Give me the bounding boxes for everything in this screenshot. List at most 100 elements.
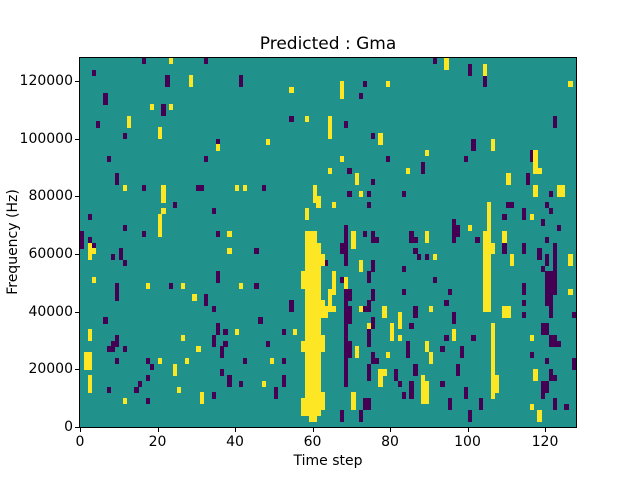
heatmap-cell-low bbox=[366, 375, 372, 382]
heatmap-cell-high bbox=[312, 230, 317, 238]
heatmap-cell-low bbox=[362, 230, 368, 238]
heatmap-cell-high bbox=[316, 317, 321, 324]
heatmap-cell-high bbox=[316, 202, 321, 209]
heatmap-cell-high bbox=[320, 259, 325, 266]
heatmap-cell-low bbox=[424, 254, 430, 261]
heatmap-cell-low bbox=[142, 58, 147, 65]
heatmap-cell-high bbox=[490, 138, 496, 145]
heatmap-cell-high bbox=[486, 242, 492, 249]
heatmap-cell-high bbox=[320, 311, 325, 318]
heatmap-cell-high bbox=[262, 380, 267, 388]
heatmap-cell-low bbox=[204, 156, 209, 163]
heatmap-cell-high bbox=[308, 271, 313, 278]
heatmap-cell-low bbox=[521, 248, 527, 255]
y-tick-label: 100000 bbox=[19, 130, 73, 147]
heatmap-cell-high bbox=[382, 369, 387, 376]
heatmap-cell-low bbox=[165, 75, 170, 82]
heatmap-cell-low bbox=[196, 184, 201, 191]
heatmap-cell-low bbox=[366, 340, 372, 347]
heatmap-cell-high bbox=[316, 386, 321, 393]
heatmap-cell-low bbox=[552, 121, 558, 128]
heatmap-cell-low bbox=[91, 69, 96, 76]
heatmap-cell-high bbox=[316, 323, 321, 330]
heatmap-cell-low bbox=[343, 305, 348, 313]
heatmap-cell-high bbox=[486, 259, 492, 266]
heatmap-cell-high bbox=[316, 403, 321, 411]
heatmap-cell-low bbox=[521, 288, 527, 295]
heatmap-cell-low bbox=[463, 386, 468, 393]
heatmap-cell-low bbox=[324, 259, 329, 266]
heatmap-cell-high bbox=[328, 294, 333, 301]
heatmap-cell-high bbox=[324, 305, 329, 313]
heatmap-cell-high bbox=[533, 184, 538, 191]
heatmap-cell-low bbox=[471, 144, 476, 151]
heatmap-cell-low bbox=[510, 202, 515, 209]
heatmap-cell-low bbox=[548, 288, 554, 295]
heatmap-cell-high bbox=[316, 271, 321, 278]
heatmap-cell-high bbox=[308, 380, 313, 388]
heatmap-cell-low bbox=[204, 58, 209, 65]
heatmap-cell-high bbox=[304, 230, 310, 238]
heatmap-cell-high bbox=[304, 311, 310, 318]
heatmap-cell-low bbox=[114, 282, 120, 290]
x-tick-mark bbox=[545, 428, 546, 432]
heatmap-cell-low bbox=[552, 403, 558, 411]
heatmap-cell-low bbox=[111, 340, 116, 347]
heatmap-cell-low bbox=[343, 340, 348, 347]
heatmap-cell-high bbox=[490, 242, 496, 249]
heatmap-cell-low bbox=[537, 248, 542, 255]
heatmap-cell-high bbox=[359, 190, 364, 197]
heatmap-cell-high bbox=[269, 357, 275, 364]
heatmap-cell-low bbox=[281, 357, 286, 364]
heatmap-cell-high bbox=[304, 115, 310, 122]
heatmap-cell-low bbox=[215, 271, 220, 278]
heatmap-cell-high bbox=[328, 167, 333, 174]
y-tick-mark bbox=[75, 138, 79, 140]
x-tick-label: 20 bbox=[148, 434, 167, 450]
heatmap-cell-high bbox=[424, 150, 430, 157]
heatmap-cell-low bbox=[122, 346, 127, 353]
heatmap-cell-low bbox=[366, 398, 372, 405]
heatmap-cell-low bbox=[448, 403, 453, 411]
heatmap-cell-high bbox=[506, 305, 511, 313]
heatmap-cell-high bbox=[351, 392, 356, 399]
heatmap-cell-high bbox=[351, 242, 356, 249]
heatmap-cell-high bbox=[378, 132, 383, 140]
heatmap-cell-low bbox=[343, 230, 348, 238]
heatmap-cell-high bbox=[386, 352, 391, 359]
x-tick-label: 40 bbox=[226, 434, 244, 450]
heatmap-cell-high bbox=[490, 352, 496, 359]
heatmap-cell-high bbox=[533, 150, 538, 157]
heatmap-cell-low bbox=[343, 225, 348, 232]
heatmap-cell-low bbox=[545, 288, 550, 295]
y-tick-label: 80000 bbox=[28, 188, 73, 205]
heatmap-cell-high bbox=[304, 207, 310, 215]
heatmap-cell-high bbox=[320, 254, 325, 261]
heatmap-cell-low bbox=[343, 259, 348, 266]
heatmap-cell-high bbox=[161, 190, 166, 197]
heatmap-cell-low bbox=[452, 230, 457, 238]
heatmap-cell-low bbox=[548, 334, 554, 341]
heatmap-cell-high bbox=[293, 328, 298, 336]
heatmap-cell-high bbox=[343, 277, 348, 284]
heatmap-cell-high bbox=[424, 386, 430, 393]
heatmap-cell-low bbox=[521, 300, 527, 307]
heatmap-cell-high bbox=[308, 392, 313, 399]
heatmap-cell-high bbox=[300, 271, 306, 278]
heatmap-cell-low bbox=[343, 363, 348, 370]
heatmap-cell-high bbox=[328, 305, 333, 313]
heatmap-cell-low bbox=[289, 115, 294, 122]
heatmap-cell-high bbox=[502, 236, 507, 243]
heatmap-cell-high bbox=[328, 121, 333, 128]
x-tick-mark bbox=[390, 428, 391, 432]
heatmap-cell-high bbox=[87, 386, 93, 393]
heatmap-cell-high bbox=[382, 305, 387, 313]
heatmap-cell-low bbox=[370, 294, 375, 301]
heatmap-cell-low bbox=[370, 352, 375, 359]
heatmap-cell-high bbox=[180, 334, 186, 341]
heatmap-cell-low bbox=[114, 173, 120, 180]
heatmap-cell-high bbox=[351, 236, 356, 243]
heatmap-cell-high bbox=[304, 242, 310, 249]
heatmap-cell-high bbox=[490, 346, 496, 353]
heatmap-cell-high bbox=[308, 363, 313, 370]
